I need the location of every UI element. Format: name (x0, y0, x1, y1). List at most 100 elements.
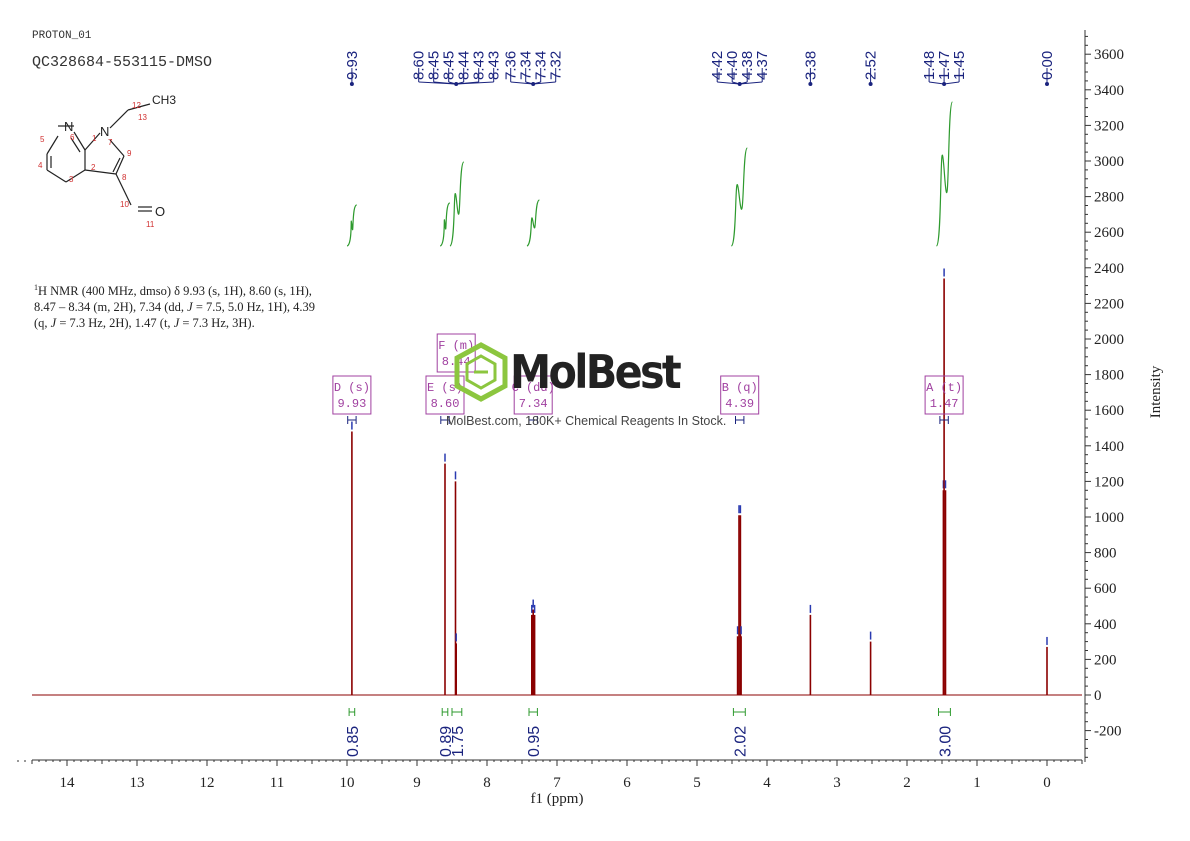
y-tick-label: 3200 (1094, 118, 1124, 134)
multiplet-box (513, 375, 553, 415)
peak-label-anchor (349, 82, 354, 86)
x-tick-label: 2 (903, 775, 911, 791)
y-tick-label: 400 (1094, 617, 1117, 633)
atom-number: 12 (132, 101, 141, 110)
peak-label: 8.45 (441, 51, 458, 80)
integral-curve (449, 161, 465, 247)
multiplet-type: F (m) (438, 339, 474, 353)
integral-value: 3.00 (937, 726, 954, 757)
peak-label: 1.45 (951, 51, 968, 80)
multiplet-box (720, 375, 760, 415)
nmr-text-6: = 7.3 Hz, 3H). (179, 316, 255, 331)
nmr-text-5: = 7.3 Hz, 2H), 1.47 (t, (56, 316, 174, 331)
y-tick-label: 1000 (1094, 510, 1124, 526)
x-tick-label: 8 (483, 775, 491, 791)
sample-name: QC328684-553115-DMSO (32, 54, 213, 71)
x-tick-label: 4 (763, 775, 771, 791)
peak-label-leader (929, 81, 945, 85)
atom-number: 11 (146, 220, 155, 229)
integral-value: 0.89 (438, 726, 455, 757)
peak-label: 8.45 (426, 51, 443, 80)
peak-label: 8.44 (456, 51, 473, 80)
x-tick-label: 13 (130, 775, 145, 791)
integral-curve (439, 202, 451, 247)
y-tick-label: 200 (1094, 652, 1117, 668)
multiplet-type: E (s) (427, 381, 463, 395)
integral-value: 2.02 (732, 726, 749, 757)
peak-label: 0.00 (1039, 51, 1056, 80)
y-tick-label: 2800 (1094, 190, 1124, 206)
nmr-text-1: H NMR (400 MHz, dmso) δ 9.93 (s, 1H), 8.… (38, 284, 312, 299)
integral-value: 1.75 (450, 726, 467, 757)
peak-label-anchor (942, 82, 947, 86)
y-tick-label: 1400 (1094, 439, 1124, 455)
atom-number: 6 (70, 133, 75, 142)
y-tick-label: 2600 (1094, 225, 1124, 241)
atom-label-n6: N (64, 119, 73, 134)
x-tick-label: 14 (60, 775, 76, 791)
peak-label: 7.34 (518, 51, 535, 80)
peak-label: 8.43 (486, 51, 503, 80)
peak-label-anchor (868, 82, 873, 86)
multiplet-type: D (s) (334, 381, 370, 395)
y-tick-label: 1600 (1094, 403, 1124, 419)
peak-labels: 9.93 8.608.458.458.448.438.43 7.367.347.34… (344, 51, 1056, 86)
multiplet-shift: 9.93 (337, 397, 366, 411)
axes: 14 13 12 11 10 9 8 7 6 5 4 3 2 1 0f1 (ppm)360034003200… (17, 30, 1164, 807)
peak-label: 1.47 (936, 51, 953, 80)
integral-values: 0.85 0.891.75 0.95 2.02 3.00 (345, 708, 954, 757)
x-tick-label: 12 (200, 775, 215, 791)
nmr-text-3: = 7.5, 5.0 Hz, 1H), 4.39 (192, 300, 316, 315)
watermark-logo: MolBest MolBest.com, 180K+ Chemical Reag… (446, 342, 752, 428)
y-tick-label: 2400 (1094, 261, 1124, 277)
coupling-symbol: J (187, 300, 193, 315)
atom-label-o11: O (155, 204, 165, 219)
multiplet-type: C (dd) (512, 381, 555, 395)
integral-curve (935, 101, 953, 247)
y-tick-label: 600 (1094, 581, 1117, 597)
watermark-brand: MolBest (510, 345, 682, 399)
experiment-name: PROTON_01 (32, 30, 92, 42)
x-tick-label: 6 (623, 775, 631, 791)
y-tick-label: 1800 (1094, 368, 1124, 384)
peak-label-leader (456, 81, 494, 85)
peak-label-anchor (737, 82, 742, 86)
peak-label-leader (717, 81, 740, 85)
molecule-structure (46, 103, 152, 212)
coupling-symbol: J (50, 316, 57, 331)
x-axis-title: f1 (ppm) (531, 791, 584, 807)
y-tick-label: 3400 (1094, 83, 1124, 99)
integral-curve (730, 147, 748, 247)
atom-number: 3 (69, 175, 74, 184)
y-axis-title: Intensity (1148, 365, 1164, 418)
peak-label: 8.43 (471, 51, 488, 80)
peak-label-anchor (1045, 82, 1049, 86)
x-tick-label: 7 (553, 775, 561, 791)
molbest-hexagon-icon (454, 342, 508, 402)
multiplet-box (332, 375, 372, 415)
atom-number: 9 (127, 149, 132, 158)
peak-label: 7.34 (533, 51, 550, 80)
peak-label: 8.60 (411, 51, 428, 80)
coupling-symbol: J (173, 316, 180, 331)
x-tick-label: 9 (413, 775, 421, 791)
atom-number: 8 (122, 173, 127, 182)
x-tick-label: 3 (833, 775, 841, 791)
multiplet-box (924, 375, 964, 415)
atom-number: 7 (108, 138, 113, 147)
peak-label-anchor (808, 82, 813, 86)
multiplet-shift: 7.34 (519, 397, 548, 411)
peak-label-leader (944, 81, 960, 85)
multiplet-box (425, 375, 465, 415)
integral-curve (526, 199, 540, 247)
peak-label-anchor (531, 82, 536, 86)
nmr-text-2: 8.47 – 8.34 (m, 2H), 7.34 (dd, (34, 300, 188, 315)
multiplet-shift: 8.60 (431, 397, 460, 411)
multiplet-type: A (t) (926, 381, 962, 395)
atom-label-n7: N (100, 124, 109, 139)
x-tick-label: 1 (973, 775, 981, 791)
peak-label-anchor (454, 82, 459, 86)
spectrum-trace (32, 268, 1082, 696)
peak-label: 7.32 (548, 51, 565, 80)
